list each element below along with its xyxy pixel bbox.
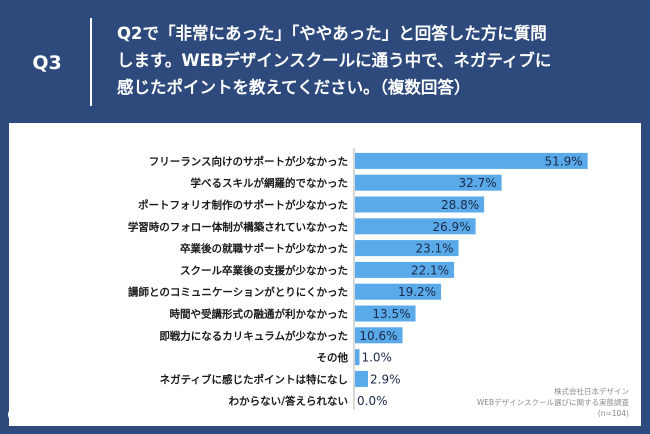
question-text: Q2で「非常にあった」「ややあった」と回答した方に質問 します。WEBデザインス…	[117, 20, 637, 101]
credit-sample-size: (n=104)	[597, 409, 629, 418]
data-label: 51.9%	[545, 154, 583, 168]
category-label: ネガティブに感じたポイントは特になし	[160, 373, 348, 386]
data-label: 19.2%	[398, 285, 436, 299]
bar	[355, 305, 416, 322]
bar	[355, 261, 455, 278]
category-label: フリーランス向けのサポートが少なかった	[149, 155, 348, 168]
bar	[355, 370, 369, 387]
bar	[355, 174, 502, 191]
bar	[355, 240, 459, 257]
header-divider	[90, 18, 92, 106]
data-label: 2.9%	[370, 372, 401, 386]
category-label: 講師とのコミュニケーションがとりにくかった	[128, 286, 348, 299]
bar	[355, 283, 442, 300]
question-label: Q3	[32, 52, 62, 74]
category-label: ポートフォリオ制作のサポートが少なかった	[138, 199, 348, 212]
question-line-2: します。WEBデザインスクールに通う中で、ネガティブに	[117, 51, 552, 70]
bar	[355, 196, 485, 213]
category-label: 学べるスキルが網羅的でなかった	[191, 177, 349, 190]
survey-credit: 株式会社日本デザイン WEBデザインスクール選びに関する実態調査 (n=104)	[477, 386, 629, 419]
data-label: 22.1%	[411, 263, 449, 277]
logo-text: リサピー	[27, 409, 80, 424]
credit-company: 株式会社日本デザイン	[554, 387, 629, 396]
data-label: 23.1%	[415, 242, 453, 256]
question-line-3: 感じたポイントを教えてください。（複数回答）	[117, 78, 471, 97]
data-label: 0.0%	[357, 394, 388, 408]
data-label: 26.9%	[432, 220, 470, 234]
bar	[355, 327, 403, 344]
chart-panel: フリーランス向けのサポートが少なかった 51.9% 学べるスキルが網羅的でなかった 3…	[9, 123, 641, 426]
category-label: わからない/答えられない	[229, 395, 348, 408]
category-label: 学習時のフォロー体制が構築されていなかった	[128, 220, 348, 233]
category-label: 卒業後の就職サポートが少なかった	[180, 242, 348, 255]
lightbulb-icon	[8, 407, 23, 422]
category-label: 即戦力になるカリキュラムが少なかった	[159, 329, 348, 342]
brand-logo: リサピー	[8, 405, 79, 424]
data-label: 28.8%	[441, 198, 479, 212]
category-label: その他	[317, 351, 349, 364]
bar	[355, 152, 588, 169]
bar-chart: フリーランス向けのサポートが少なかった 51.9% 学べるスキルが網羅的でなかった 3…	[128, 148, 588, 410]
data-label: 13.5%	[372, 307, 410, 321]
credit-survey: WEBデザインスクール選びに関する実態調査	[476, 398, 629, 407]
bar	[355, 218, 476, 235]
question-line-1: Q2で「非常にあった」「ややあった」と回答した方に質問	[117, 24, 547, 43]
data-label: 10.6%	[359, 329, 397, 343]
category-label: スクール卒業後の支援が少なかった	[180, 264, 348, 277]
category-label: 時間や受講形式の融通が利かなかった	[170, 308, 349, 321]
data-label: 1.0%	[361, 351, 392, 365]
data-label: 32.7%	[458, 176, 496, 190]
bar	[355, 349, 360, 366]
